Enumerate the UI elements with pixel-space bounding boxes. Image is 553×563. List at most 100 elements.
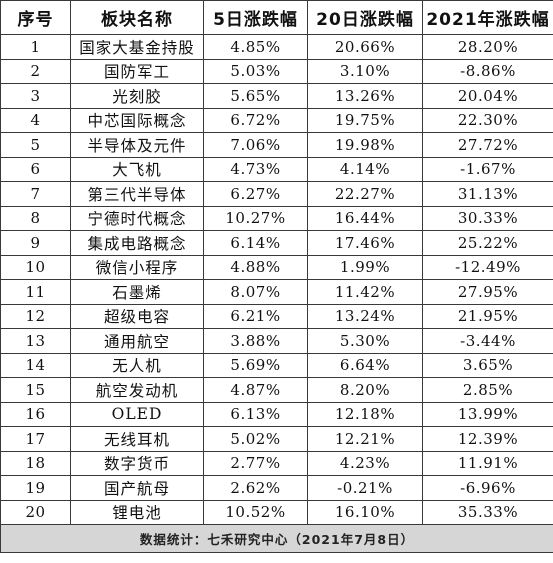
table-row: 16 OLED 6.13% 12.18% 13.99% (0, 401, 553, 427)
row-index: 15 (0, 377, 71, 403)
table-row: 5 半导体及元件 7.06% 19.98% 27.72% (0, 132, 553, 158)
row-index: 13 (0, 328, 71, 354)
change-20day: 4.14% (307, 156, 423, 182)
sector-name: 集成电路概念 (70, 230, 204, 256)
change-2021: 2.85% (422, 377, 553, 403)
change-5day: 5.65% (203, 83, 308, 109)
change-20day: 17.46% (307, 230, 423, 256)
change-2021: 3.65% (422, 352, 553, 378)
footer-row: 数据统计：七禾研究中心（2021年7月8日） (0, 524, 553, 553)
table-row: 8 宁德时代概念 10.27% 16.44% 30.33% (0, 205, 553, 231)
change-5day: 10.52% (203, 499, 308, 525)
sector-name: 宁德时代概念 (70, 205, 204, 231)
change-20day: 11.42% (307, 279, 423, 305)
change-5day: 7.06% (203, 132, 308, 158)
change-5day: 3.88% (203, 328, 308, 354)
change-5day: 6.21% (203, 303, 308, 329)
change-2021: 11.91% (422, 450, 553, 476)
row-index: 19 (0, 475, 71, 501)
sector-name: 超级电容 (70, 303, 204, 329)
change-5day: 4.88% (203, 254, 308, 280)
sector-name: 光刻胶 (70, 83, 204, 109)
row-index: 14 (0, 352, 71, 378)
change-20day: 22.27% (307, 181, 423, 207)
change-2021: 28.20% (422, 34, 553, 60)
change-2021: 13.99% (422, 401, 553, 427)
table-row: 7 第三代半导体 6.27% 22.27% 31.13% (0, 181, 553, 207)
change-2021: 12.39% (422, 426, 553, 452)
sector-name: 航空发动机 (70, 377, 204, 403)
sector-name: 锂电池 (70, 499, 204, 525)
sector-name: 第三代半导体 (70, 181, 204, 207)
change-20day: 5.30% (307, 328, 423, 354)
change-5day: 6.13% (203, 401, 308, 427)
row-index: 18 (0, 450, 71, 476)
sector-name: 无人机 (70, 352, 204, 378)
change-5day: 10.27% (203, 205, 308, 231)
table-row: 1 国家大基金持股 4.85% 20.66% 28.20% (0, 34, 553, 60)
change-20day: -0.21% (307, 475, 423, 501)
change-2021: -6.96% (422, 475, 553, 501)
table-row: 10 微信小程序 4.88% 1.99% -12.49% (0, 254, 553, 280)
row-index: 3 (0, 83, 71, 109)
change-5day: 4.85% (203, 34, 308, 60)
change-5day: 6.14% (203, 230, 308, 256)
change-20day: 13.26% (307, 83, 423, 109)
sector-name: 国家大基金持股 (70, 34, 204, 60)
change-5day: 5.03% (203, 58, 308, 84)
header-sector-name: 板块名称 (70, 0, 204, 35)
row-index: 2 (0, 58, 71, 84)
header-index: 序号 (0, 0, 71, 35)
table-row: 12 超级电容 6.21% 13.24% 21.95% (0, 303, 553, 329)
change-2021: 22.30% (422, 107, 553, 133)
change-2021: -1.67% (422, 156, 553, 182)
sector-name: 通用航空 (70, 328, 204, 354)
change-20day: 8.20% (307, 377, 423, 403)
row-index: 10 (0, 254, 71, 280)
change-5day: 5.02% (203, 426, 308, 452)
change-20day: 4.23% (307, 450, 423, 476)
change-2021: 30.33% (422, 205, 553, 231)
change-2021: -8.86% (422, 58, 553, 84)
table-row: 9 集成电路概念 6.14% 17.46% 25.22% (0, 230, 553, 256)
change-20day: 19.98% (307, 132, 423, 158)
table-header: 序号 板块名称 5日涨跌幅 20日涨跌幅 2021年涨跌幅 (0, 0, 553, 35)
table-row: 17 无线耳机 5.02% 12.21% 12.39% (0, 426, 553, 452)
table-row: 6 大飞机 4.73% 4.14% -1.67% (0, 156, 553, 182)
change-5day: 2.77% (203, 450, 308, 476)
change-20day: 20.66% (307, 34, 423, 60)
table-row: 2 国防军工 5.03% 3.10% -8.86% (0, 58, 553, 84)
table-row: 18 数字货币 2.77% 4.23% 11.91% (0, 450, 553, 476)
header-5day-change: 5日涨跌幅 (203, 0, 308, 35)
header-20day-change: 20日涨跌幅 (307, 0, 423, 35)
change-5day: 4.73% (203, 156, 308, 182)
row-index: 5 (0, 132, 71, 158)
change-20day: 13.24% (307, 303, 423, 329)
table-row: 4 中芯国际概念 6.72% 19.75% 22.30% (0, 107, 553, 133)
table-footer: 数据统计：七禾研究中心（2021年7月8日） (0, 524, 553, 553)
sector-name: 大飞机 (70, 156, 204, 182)
sector-name: 石墨烯 (70, 279, 204, 305)
sector-name: 无线耳机 (70, 426, 204, 452)
table-row: 11 石墨烯 8.07% 11.42% 27.95% (0, 279, 553, 305)
table-row: 15 航空发动机 4.87% 8.20% 2.85% (0, 377, 553, 403)
row-index: 6 (0, 156, 71, 182)
sector-name: 国防军工 (70, 58, 204, 84)
row-index: 12 (0, 303, 71, 329)
change-20day: 12.18% (307, 401, 423, 427)
sector-name: 数字货币 (70, 450, 204, 476)
change-5day: 4.87% (203, 377, 308, 403)
change-5day: 6.27% (203, 181, 308, 207)
table-row: 13 通用航空 3.88% 5.30% -3.44% (0, 328, 553, 354)
row-index: 1 (0, 34, 71, 60)
header-row: 序号 板块名称 5日涨跌幅 20日涨跌幅 2021年涨跌幅 (0, 0, 553, 35)
table-row: 20 锂电池 10.52% 16.10% 35.33% (0, 499, 553, 525)
change-20day: 16.10% (307, 499, 423, 525)
row-index: 8 (0, 205, 71, 231)
sector-name: 微信小程序 (70, 254, 204, 280)
change-5day: 6.72% (203, 107, 308, 133)
header-2021-change: 2021年涨跌幅 (422, 0, 553, 35)
row-index: 17 (0, 426, 71, 452)
row-index: 4 (0, 107, 71, 133)
